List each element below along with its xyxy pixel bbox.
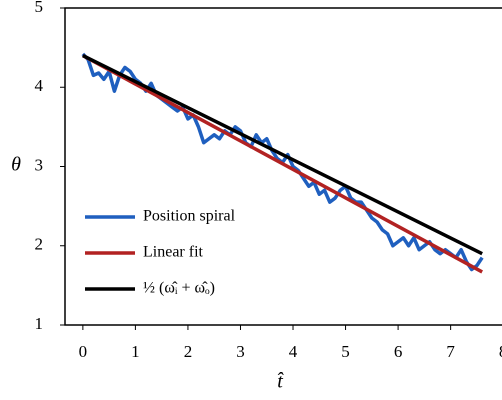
y-tick-label: 2: [35, 235, 44, 254]
plot-frame: [64, 7, 502, 326]
series-line: [82, 54, 483, 274]
x-tick-label: 2: [184, 342, 193, 361]
y-tick-label: 5: [35, 0, 44, 16]
y-tick-label: 1: [35, 314, 44, 333]
x-axis-label: t̂: [277, 371, 284, 393]
legend-label: Position spiral: [143, 208, 236, 225]
x-tick-label: 6: [394, 342, 403, 361]
x-tick-label: 0: [79, 342, 88, 361]
x-tick-label: 1: [131, 342, 140, 361]
series-line: [82, 53, 483, 256]
x-tick-label: 3: [236, 342, 245, 361]
y-tick-label: 3: [35, 155, 44, 174]
y-axis-label: θ: [11, 154, 21, 176]
legend-label: ½ (ω̂ᵢ + ω̂ₒ): [143, 280, 215, 297]
legend-label: Linear fit: [143, 244, 204, 261]
x-tick-label: 5: [341, 342, 350, 361]
x-tick-label: 7: [446, 342, 455, 361]
x-tick-label: 8: [499, 342, 502, 361]
y-tick-label: 4: [35, 76, 44, 95]
x-tick-label: 4: [289, 342, 298, 361]
